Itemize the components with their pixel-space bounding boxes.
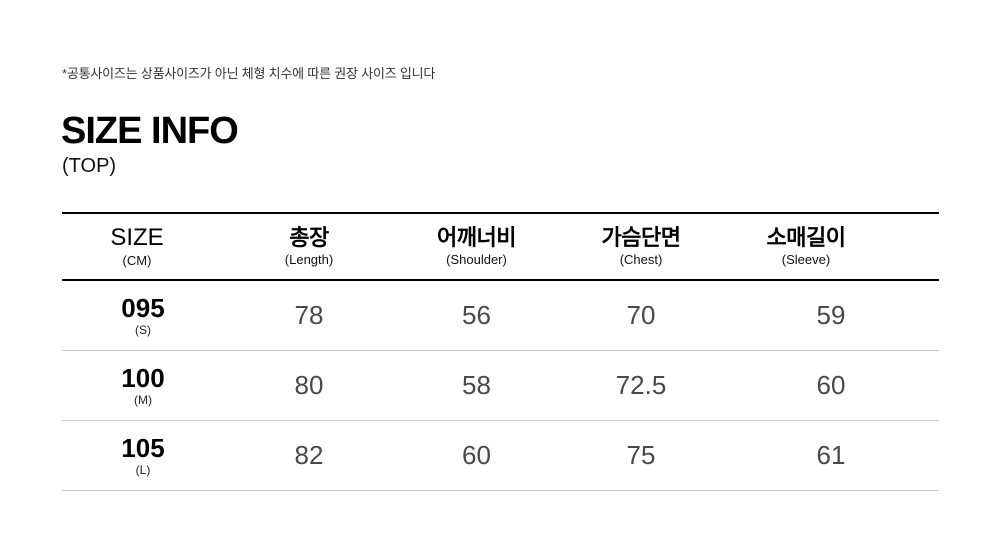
column-label: 소매길이 (766, 224, 846, 250)
size-cell: 100 (M) (62, 351, 224, 421)
page-subtitle: (TOP) (62, 155, 117, 177)
column-header-length: 총장 (Length) (224, 213, 394, 280)
chest-value: 75 (626, 440, 656, 470)
column-sublabel: (Length) (284, 252, 334, 268)
table-row-size-095: 095 (S) 78 56 70 59 (62, 280, 939, 351)
chest-value: 72.5 (615, 370, 667, 400)
length-value: 82 (294, 440, 324, 470)
column-header-size: SIZE (CM) (62, 213, 224, 280)
column-sublabel: (CM) (122, 253, 152, 269)
sleeve-value: 61 (816, 440, 846, 470)
page-title: SIZE INFO (61, 110, 239, 152)
column-sublabel: (Sleeve) (781, 252, 831, 268)
shoulder-value: 60 (462, 440, 491, 470)
column-sublabel: (Shoulder) (446, 252, 507, 268)
size-letter: (M) (134, 392, 152, 407)
size-value: 100 (121, 362, 165, 393)
chest-value: 70 (626, 300, 656, 330)
shoulder-value: 58 (462, 370, 491, 400)
table-row-size-100: 100 (M) 80 58 72.5 60 (62, 351, 939, 421)
size-cell: 105 (L) (62, 421, 224, 491)
shoulder-value: 56 (462, 300, 491, 330)
column-label: SIZE (110, 223, 164, 251)
size-letter: (S) (135, 322, 151, 337)
column-label: 가슴단면 (601, 224, 681, 250)
table-row-size-105: 105 (L) 82 60 75 61 (62, 421, 939, 491)
column-header-shoulder: 어깨너비 (Shoulder) (394, 213, 559, 280)
length-value: 78 (294, 300, 324, 330)
column-label: 어깨너비 (437, 224, 516, 250)
column-header-sleeve: 소매길이 (Sleeve) (723, 213, 939, 280)
sleeve-value: 60 (816, 370, 846, 400)
size-table: SIZE (CM) 총장 (Length) 어깨너비 (Shoulder) 가슴… (62, 212, 939, 491)
size-value: 095 (121, 292, 165, 323)
size-cell: 095 (S) (62, 280, 224, 351)
table-header-row: SIZE (CM) 총장 (Length) 어깨너비 (Shoulder) 가슴… (62, 213, 939, 280)
size-letter: (L) (135, 462, 151, 477)
length-value: 80 (294, 370, 324, 400)
sleeve-value: 59 (816, 300, 846, 330)
size-guide-note: *공통사이즈는 상품사이즈가 아닌 체형 치수에 따른 권장 사이즈 입니다 (62, 66, 436, 81)
column-header-chest: 가슴단면 (Chest) (559, 213, 723, 280)
size-value: 105 (121, 432, 165, 463)
column-label: 총장 (289, 224, 329, 250)
column-sublabel: (Chest) (619, 252, 663, 268)
